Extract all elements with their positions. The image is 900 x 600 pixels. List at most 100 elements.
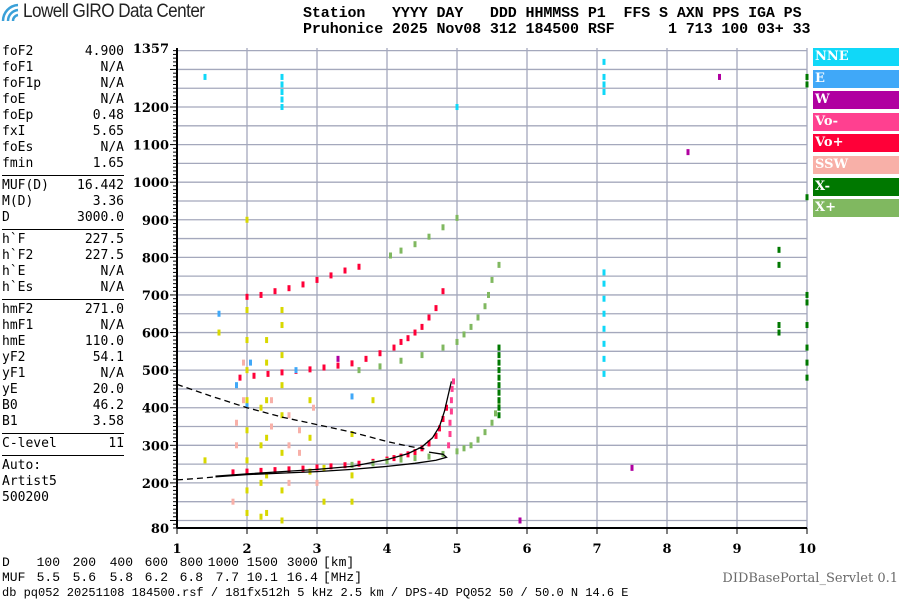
param-label: foEp [2, 108, 34, 123]
point-unclassified [265, 397, 269, 404]
point-vominus [449, 408, 453, 415]
param-row: yE 20.0 [2, 382, 124, 398]
point-voplus [266, 370, 270, 377]
point-e [294, 367, 298, 374]
point-xminus [497, 367, 501, 374]
point-xplus [427, 233, 431, 240]
param-label: h`Es [2, 280, 34, 295]
legend-item-e: E [813, 69, 899, 88]
point-w [686, 149, 690, 156]
point-unclassified [280, 352, 284, 359]
header-labels: Station YYYY DAY DDD HHMMSS P1 FFS S AXN… [303, 5, 802, 22]
param-row: foEp 0.48 [2, 108, 124, 124]
param-label: yF1 [2, 366, 26, 381]
point-nne [602, 58, 606, 65]
point-xplus [413, 455, 417, 462]
point-unclassified [322, 498, 326, 505]
param-value: N/A [100, 140, 124, 155]
param-row: hmE 110.0 [2, 334, 124, 350]
point-w [718, 73, 721, 80]
param-value: 11 [108, 436, 124, 451]
point-unclassified [308, 397, 312, 404]
point-voplus [357, 263, 361, 270]
point-ssw [235, 442, 238, 449]
param-row: hmF1 N/A [2, 318, 124, 334]
point-nne [602, 340, 606, 347]
muf-value: 5.6 [72, 570, 96, 585]
point-nne [602, 310, 606, 317]
point-xplus [389, 252, 392, 259]
point-voplus [441, 288, 445, 295]
point-xplus [385, 458, 389, 465]
param-value: 3.36 [92, 194, 124, 209]
point-xminus [777, 246, 781, 253]
point-xplus [497, 400, 501, 407]
y-tick-label: 80 [151, 522, 169, 537]
point-voplus [445, 404, 448, 411]
divider [2, 299, 124, 300]
point-xminus [805, 322, 809, 329]
point-unclassified [280, 449, 284, 456]
legend-item-vominus: Vo- [813, 112, 899, 131]
x-tick-label: 1 [172, 542, 181, 557]
point-voplus [427, 440, 431, 447]
param-row: foF1p N/A [2, 76, 124, 92]
point-xplus [350, 461, 354, 468]
point-unclassified [245, 487, 249, 494]
point-unclassified [350, 431, 354, 438]
point-ssw [242, 359, 245, 366]
point-unclassified [259, 442, 263, 449]
y-tick-label: 400 [142, 402, 169, 417]
point-voplus [413, 329, 417, 336]
point-voplus [252, 372, 256, 379]
point-xplus [357, 367, 361, 374]
point-voplus [434, 305, 438, 312]
param-row: B1 3.58 [2, 414, 124, 430]
point-xminus [777, 322, 781, 329]
point-xminus [497, 389, 501, 396]
point-voplus [399, 453, 403, 460]
point-xplus [455, 338, 459, 345]
point-voplus [343, 267, 347, 274]
point-voplus [301, 281, 305, 288]
point-voplus [441, 415, 445, 422]
signal-icon [1, 3, 19, 22]
point-xplus [455, 214, 459, 221]
param-row: hmF2 271.0 [2, 302, 124, 318]
point-ssw [287, 479, 291, 486]
point-voplus [350, 360, 354, 367]
distance-value: 600 [144, 555, 168, 570]
point-nne [280, 81, 284, 88]
point-xplus [399, 456, 403, 463]
point-xplus [371, 460, 375, 467]
param-value: N/A [100, 366, 124, 381]
param-value: 271.0 [84, 302, 124, 317]
distance-label: D [2, 555, 10, 570]
point-unclassified [245, 306, 249, 313]
param-row: B0 46.2 [2, 398, 124, 414]
param-label: yE [2, 382, 18, 397]
parameter-panel: foF2 4.900 foF1 N/A foF1p N/A foE N/A foEp 0.48 fx… [2, 44, 124, 506]
point-voplus [438, 425, 441, 432]
param-row: foE N/A [2, 92, 124, 108]
point-nne [280, 73, 284, 80]
fitted-profile-curve [215, 451, 448, 478]
point-voplus [259, 467, 263, 474]
param-value: N/A [100, 280, 124, 295]
point-xplus [497, 261, 501, 268]
param-row: MUF(D) 16.442 [2, 178, 124, 194]
point-nne [280, 96, 284, 103]
y-tick-label: 600 [142, 327, 169, 342]
point-nne [602, 73, 606, 80]
logo: Lowell GIRO Data Center [0, 0, 900, 24]
divider [2, 175, 124, 176]
point-voplus [245, 293, 249, 300]
muf-value: 5.8 [109, 570, 133, 585]
x-tick-label: 6 [522, 542, 531, 557]
distance-unit: [km] [323, 555, 355, 570]
point-ssw [315, 479, 319, 486]
x-tick-label: 10 [798, 542, 816, 557]
param-label: foF1 [2, 60, 34, 75]
point-xplus [420, 352, 424, 359]
